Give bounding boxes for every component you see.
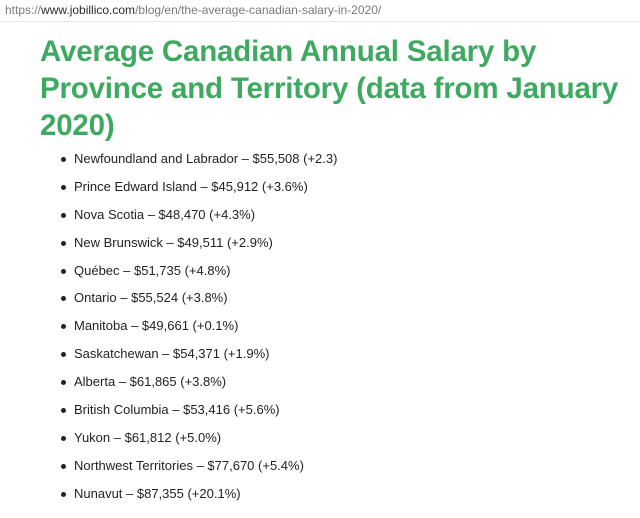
page-title: Average Canadian Annual Salary by Provin…: [40, 35, 619, 142]
list-item-text: Nunavut – $87,355 (+20.1%): [74, 485, 241, 501]
list-item-text: Ontario – $55,524 (+3.8%): [74, 290, 228, 306]
list-item: Prince Edward Island – $45,912 (+3.6%): [58, 177, 337, 205]
list-item: New Brunswick – $49,511 (+2.9%): [58, 233, 337, 261]
bullet-icon: [61, 296, 66, 302]
list-item-text: Northwest Territories – $77,670 (+5.4%): [74, 457, 304, 473]
list-item: Saskatchewan – $54,371 (+1.9%): [58, 344, 337, 372]
bullet-icon: [61, 380, 66, 386]
list-item-text: Prince Edward Island – $45,912 (+3.6%): [74, 178, 308, 194]
list-item-text: Nova Scotia – $48,470 (+4.3%): [74, 206, 256, 222]
list-item: Newfoundland and Labrador – $55,508 (+2.…: [58, 149, 337, 177]
bullet-icon: [61, 463, 66, 469]
url-domain: www.jobillico.com: [41, 3, 136, 17]
bullet-icon: [61, 240, 66, 246]
bullet-icon: [61, 212, 66, 218]
list-item-text: Québec – $51,735 (+4.8%): [74, 262, 231, 278]
list-item-text: Alberta – $61,865 (+3.8%): [74, 374, 227, 390]
bullet-icon: [61, 491, 66, 497]
list-item: Nova Scotia – $48,470 (+4.3%): [58, 205, 337, 233]
bullet-icon: [61, 268, 66, 274]
bullet-icon: [61, 184, 66, 190]
bullet-icon: [61, 324, 66, 330]
url-protocol: https://: [5, 3, 42, 17]
list-item: Ontario – $55,524 (+3.8%): [58, 288, 337, 316]
bullet-icon: [61, 408, 66, 414]
list-item-text: Yukon – $61,812 (+5.0%): [74, 429, 222, 445]
list-item: Alberta – $61,865 (+3.8%): [58, 372, 337, 400]
list-item: British Columbia – $53,416 (+5.6%): [58, 400, 337, 428]
list-item: Québec – $51,735 (+4.8%): [58, 261, 337, 289]
list-item: Nunavut – $87,355 (+20.1%): [58, 484, 337, 512]
bullet-icon: [61, 435, 66, 441]
bullet-icon: [61, 352, 66, 358]
list-item: Northwest Territories – $77,670 (+5.4%): [58, 456, 337, 484]
url-path: /blog/en/the-average-canadian-salary-in-…: [135, 3, 382, 17]
bullet-icon: [61, 157, 66, 162]
list-item-text: British Columbia – $53,416 (+5.6%): [74, 402, 280, 418]
list-item-text: Manitoba – $49,661 (+0.1%): [74, 318, 239, 334]
list-item-text: New Brunswick – $49,511 (+2.9%): [74, 234, 273, 250]
salary-list: Newfoundland and Labrador – $55,508 (+2.…: [58, 149, 337, 512]
address-bar[interactable]: https://www.jobillico.com/blog/en/the-av…: [0, 0, 640, 22]
list-item: Yukon – $61,812 (+5.0%): [58, 428, 337, 456]
list-item-text: Saskatchewan – $54,371 (+1.9%): [74, 346, 270, 362]
url-text[interactable]: https://www.jobillico.com/blog/en/the-av…: [5, 3, 381, 17]
list-item-text: Newfoundland and Labrador – $55,508 (+2.…: [74, 151, 338, 166]
list-item: Manitoba – $49,661 (+0.1%): [58, 316, 337, 344]
